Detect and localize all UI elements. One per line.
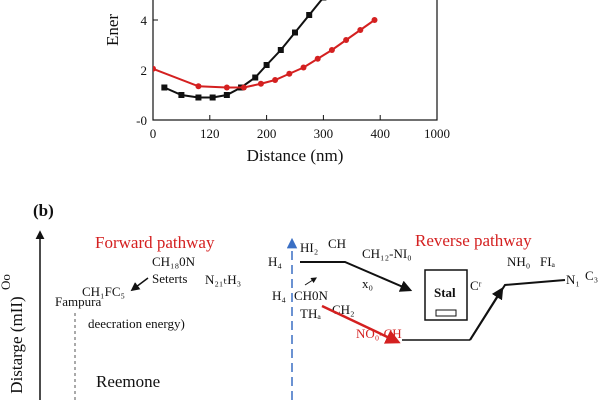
label: Stal	[434, 285, 456, 300]
label: CH₁FC₅	[82, 284, 125, 299]
series-line	[153, 19, 376, 89]
marker	[314, 55, 321, 62]
y-tick-label: 2	[141, 63, 148, 78]
path-line	[469, 279, 566, 341]
label: x₀	[362, 276, 373, 291]
label: Seterts	[152, 271, 187, 286]
axis-mark: Oo	[0, 274, 13, 290]
arrow	[130, 277, 149, 292]
arrow	[304, 277, 318, 286]
x-tick-label: 200	[257, 126, 277, 141]
label: Cʳ	[470, 278, 482, 293]
x-tick-label: 0	[150, 126, 157, 141]
label: CH0N	[294, 288, 329, 303]
marker	[257, 80, 264, 87]
label: CH₁₈0N	[152, 254, 196, 269]
panel-label: (b)	[33, 201, 54, 220]
x-tick-label: 300	[314, 126, 334, 141]
axis-label: Distarge (mII)	[7, 296, 26, 393]
chart-a: Ener Distance (nm) 0 120 200 300 400 1000 -0 2 4	[103, 0, 450, 165]
box-inner	[435, 309, 457, 317]
marker	[300, 64, 307, 71]
label: NH₀	[507, 254, 530, 269]
label: FIₐ	[540, 254, 556, 269]
label: H₄	[272, 288, 286, 303]
path-line	[300, 261, 413, 292]
marker	[306, 12, 313, 18]
reverse-title: Reverse pathway	[415, 231, 532, 250]
label: HI₂	[300, 240, 318, 255]
marker	[292, 29, 298, 36]
x-tick-label: 120	[200, 126, 220, 141]
y-tick-label: -0	[136, 113, 147, 128]
marker	[286, 70, 293, 77]
marker	[277, 47, 284, 53]
red-arrow	[321, 304, 401, 344]
y-axis-label: Ener	[103, 14, 122, 46]
x-axis-label: Distance (nm)	[247, 146, 344, 165]
marker	[223, 92, 230, 98]
marker	[209, 94, 216, 101]
label: CH₁₂-NI₀	[362, 246, 412, 261]
marker	[252, 74, 259, 81]
marker	[328, 47, 335, 53]
arrow	[469, 286, 504, 341]
marker	[357, 27, 364, 33]
label: N₁	[566, 272, 580, 287]
marker	[195, 83, 202, 90]
marker	[272, 77, 279, 83]
marker	[320, 0, 327, 1]
plot-frame	[152, 0, 438, 121]
label: Fampura	[55, 294, 101, 309]
marker	[195, 94, 202, 101]
label: C₃	[585, 268, 598, 283]
marker	[161, 84, 168, 91]
label: THₐ	[300, 306, 321, 321]
y-tick-label: 4	[141, 13, 148, 28]
label: deecration energy)	[88, 316, 185, 331]
label: CH	[328, 236, 346, 251]
marker	[223, 84, 230, 91]
label: N₂₁ₜH₃	[205, 272, 241, 287]
marker	[240, 84, 247, 91]
x-tick-label: 1000	[424, 126, 450, 141]
label: H₄	[268, 254, 282, 269]
marker	[153, 65, 156, 72]
marker	[371, 17, 378, 23]
marker	[178, 92, 185, 98]
x-tick-label: 400	[370, 126, 390, 141]
marker	[263, 62, 270, 68]
forward-title: Forward pathway	[95, 233, 215, 252]
marker	[343, 37, 350, 43]
box	[424, 269, 468, 321]
panel-b: (b) Distarge (mII) Oo Forward pathway CH…	[0, 201, 598, 400]
label: Reemone	[96, 372, 160, 391]
